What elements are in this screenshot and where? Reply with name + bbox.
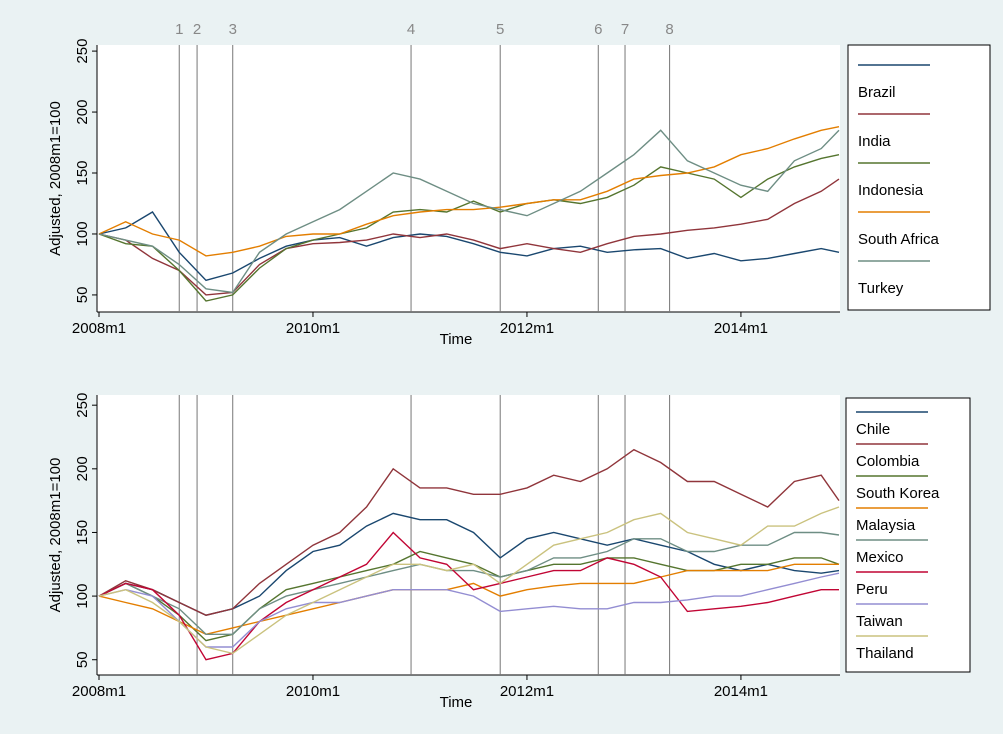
series-line [98,126,840,257]
legend-box [845,397,971,673]
y-tick-label: 200 [74,456,91,481]
legend-label: Malaysia [856,517,916,534]
legend-label: Brazil [858,84,896,101]
x-tick-label: 2012m1 [500,320,554,337]
event-label: 3 [229,21,237,38]
y-tick-label: 50 [74,651,91,668]
legend-label: South Africa [858,231,940,248]
legend-label: Colombia [856,453,920,470]
y-tick-label: 150 [74,520,91,545]
y-tick-label: 200 [74,100,91,125]
event-label: 5 [496,21,504,38]
y-axis-title: Adjusted, 2008m1=100 [47,458,64,613]
y-tick-label: 100 [74,221,91,246]
x-tick-label: 2010m1 [286,683,340,700]
event-label: 8 [665,21,673,38]
legend-label: Taiwan [856,613,903,630]
event-label: 1 [175,21,183,38]
legend-label: Thailand [856,645,914,662]
panel: 50 100 150 200 250 2008m1 2010m1 2012m1 2014m1 Ad… [47,21,991,348]
event-label: 4 [407,21,415,38]
event-label: 7 [621,21,629,38]
y-tick-label: 250 [74,393,91,418]
series-line [98,129,840,294]
x-axis-title: Time [440,694,473,711]
legend-box [847,44,991,311]
event-label: 2 [193,21,201,38]
legend-label: Peru [856,581,888,598]
y-tick-label: 100 [74,584,91,609]
panel: 50 100 150 200 250 2008m1 2010m1 2012m1 2014m1 Ad… [47,393,971,711]
series-line [98,531,840,635]
legend-label: India [858,133,891,150]
series-line [98,211,840,282]
legend-label: Mexico [856,549,904,566]
y-tick-label: 150 [74,160,91,185]
series-line [98,563,839,636]
x-tick-label: 2008m1 [72,683,126,700]
series-line [98,572,840,648]
legend-label: Turkey [858,280,904,297]
legend-label: South Korea [856,485,940,502]
x-tick-label: 2014m1 [714,320,768,337]
x-tick-label: 2008m1 [72,320,126,337]
series-line [98,506,840,655]
series-line [98,154,840,302]
series-line [98,448,840,616]
y-axis-title: Adjusted, 2008m1=100 [47,101,64,256]
plot-area [97,395,840,675]
x-tick-label: 2010m1 [286,320,340,337]
y-tick-label: 50 [74,287,91,304]
series-line [98,531,839,661]
x-axis-title: Time [440,331,473,348]
y-tick-label: 250 [74,39,91,64]
event-label: 6 [594,21,602,38]
plot-area [97,45,840,312]
series-line [98,178,840,296]
x-tick-label: 2012m1 [500,683,554,700]
x-tick-label: 2014m1 [714,683,768,700]
legend-label: Chile [856,421,890,438]
legend-label: Indonesia [858,182,924,199]
